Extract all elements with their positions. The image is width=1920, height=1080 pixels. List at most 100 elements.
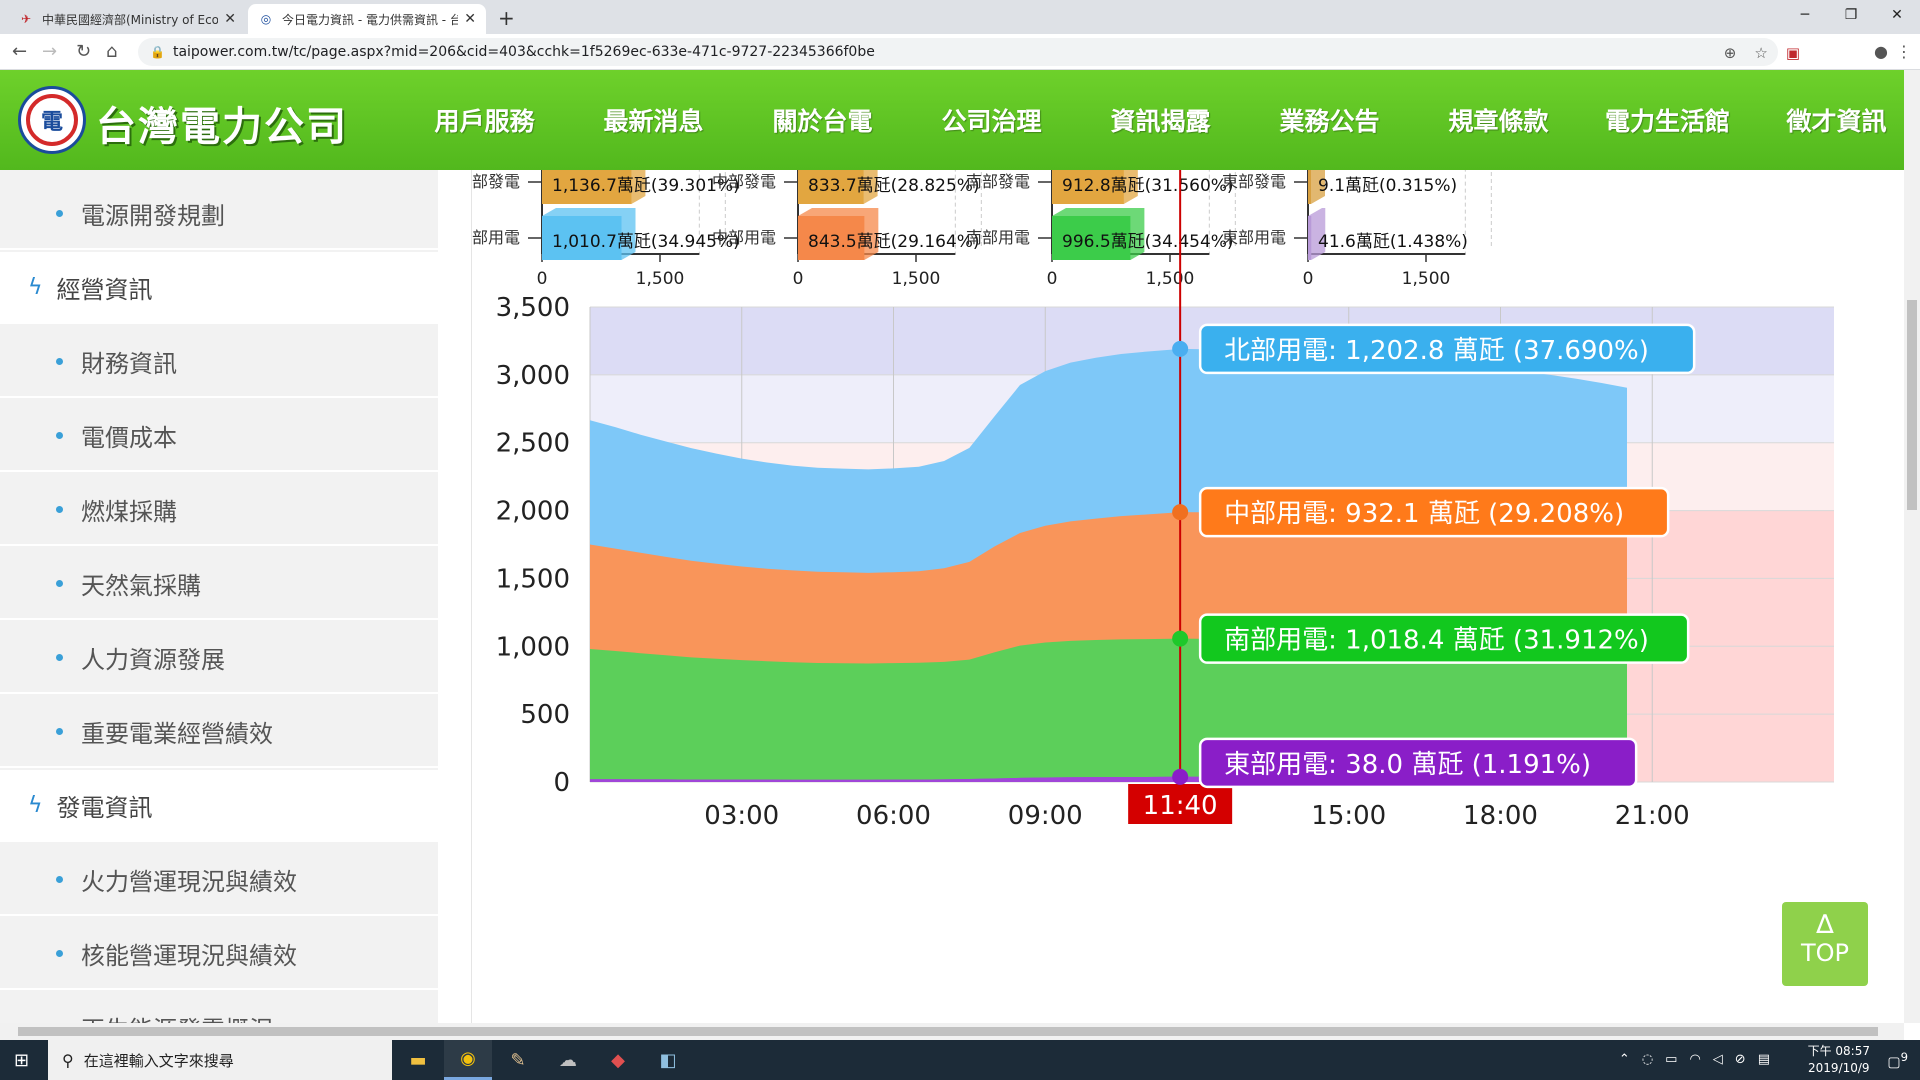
- search-icon: ⚲: [62, 1050, 74, 1070]
- sidebar-category-generation[interactable]: ϟ 發電資訊: [0, 770, 438, 842]
- app-icon[interactable]: ◧: [659, 1049, 677, 1071]
- nav-item[interactable]: 公司治理: [941, 107, 1042, 136]
- profile-avatar-icon[interactable]: ●: [1874, 42, 1888, 61]
- y-tick-label: 3,000: [496, 361, 570, 391]
- sidebar-item-renewable[interactable]: 再生能源發電概況: [0, 992, 438, 1023]
- browser-tab-bar: ✈ 中華民國經濟部(Ministry of Econ ✕ ◎ 今日電力資訊 - …: [0, 0, 1920, 34]
- bar-tick-label: 0: [1047, 269, 1058, 289]
- app-icon[interactable]: ✎: [510, 1049, 526, 1071]
- volume-icon[interactable]: ◁: [1712, 1052, 1723, 1067]
- windows-start-icon[interactable]: ⊞: [14, 1050, 30, 1071]
- url-input[interactable]: 🔒 taipower.com.tw/tc/page.aspx?mid=206&c…: [138, 38, 1778, 66]
- sidebar-item-nuclear[interactable]: 核能營運現況與績效: [0, 918, 438, 990]
- logo-mark: 電: [26, 94, 78, 146]
- north-tooltip-label: 北部用電: 1,202.8 萬瓩 (37.690%): [1224, 336, 1649, 366]
- vertical-scrollbar[interactable]: [1904, 70, 1920, 1023]
- app-icon[interactable]: ☁: [559, 1049, 577, 1071]
- battery-icon[interactable]: ▭: [1665, 1052, 1678, 1067]
- chevron-up-icon[interactable]: ⌃: [1618, 1052, 1630, 1067]
- sidebar-item-finance[interactable]: 財務資訊: [0, 326, 438, 398]
- bar-category-label: 東部發電: [1222, 172, 1286, 191]
- file-explorer-icon[interactable]: ▬: [409, 1049, 427, 1071]
- bullet-icon: [56, 579, 63, 587]
- up-arrow-icon: ∆: [1816, 910, 1834, 940]
- zoom-icon[interactable]: ⊕: [1723, 44, 1737, 62]
- sidebar-item-coal[interactable]: 燃煤採購: [0, 474, 438, 546]
- nav-item[interactable]: 最新消息: [603, 107, 704, 136]
- extension-icon[interactable]: ▣: [1785, 44, 1800, 62]
- back-to-top-button[interactable]: ∆ TOP: [1782, 902, 1868, 986]
- close-tab-icon[interactable]: ✕: [224, 11, 236, 27]
- back-arrow-icon[interactable]: ←: [12, 41, 28, 62]
- new-tab-button[interactable]: +: [498, 6, 515, 30]
- sidebar-item-label: 電價成本: [81, 423, 177, 452]
- sidebar-item-power-development[interactable]: 電源開發規劃: [0, 178, 438, 250]
- nav-item[interactable]: 用戶服務: [434, 107, 535, 136]
- bar-value-label: 843.5萬瓩(29.164%): [808, 232, 980, 252]
- main-nav: 用戶服務 最新消息 關於台電 公司治理 資訊揭露 業務公告 規章條款 電力生活館…: [400, 70, 1920, 170]
- bar-tick-label: 0: [537, 269, 548, 289]
- scroll-thumb[interactable]: [18, 1027, 1878, 1036]
- keyboard-icon[interactable]: ▤: [1757, 1052, 1770, 1067]
- bar-tick-label: 1,500: [1146, 269, 1195, 289]
- restore-button[interactable]: ❐: [1844, 7, 1858, 23]
- nav-item-active[interactable]: 資訊揭露: [1110, 107, 1211, 136]
- bar-3d-face: [1308, 170, 1325, 204]
- close-window-button[interactable]: ✕: [1891, 7, 1903, 23]
- chrome-icon[interactable]: ◉: [444, 1040, 492, 1080]
- forward-arrow-icon[interactable]: →: [42, 41, 58, 62]
- system-tray: ⌃ ◌ ▭ ◠ ◁ ⊘ ▤: [1619, 1052, 1770, 1067]
- bar-central-1: [798, 216, 865, 260]
- menu-kebab-icon[interactable]: ⋮: [1896, 42, 1912, 61]
- taskbar-clock[interactable]: 下午 08:57 2019/10/9: [1808, 1043, 1870, 1077]
- nav-item[interactable]: 徵才資訊: [1786, 107, 1887, 136]
- sidebar-item-natural-gas[interactable]: 天然氣採購: [0, 548, 438, 620]
- bar-value-label: 1,010.7萬瓩(34.945%): [552, 232, 740, 252]
- sidebar-item-thermal[interactable]: 火力營運現況與績效: [0, 844, 438, 916]
- sidebar-category-operations[interactable]: ϟ 經營資訊: [0, 252, 438, 324]
- taskbar-search-input[interactable]: ⚲ 在這裡輸入文字來搜尋: [48, 1040, 392, 1080]
- bar-category-label: 南部用電: [966, 228, 1030, 247]
- sidebar-item-hr[interactable]: 人力資源發展: [0, 622, 438, 694]
- bullet-icon: [56, 727, 63, 735]
- logo-text[interactable]: 台灣電力公司: [96, 103, 348, 150]
- notification-center-icon[interactable]: ▢9: [1887, 1050, 1908, 1071]
- current-time-badge: [1128, 784, 1233, 824]
- horizontal-scrollbar[interactable]: [0, 1023, 1904, 1040]
- reload-icon[interactable]: ↻: [76, 41, 92, 62]
- x-tick-label: 15:00: [1311, 801, 1386, 831]
- close-tab-icon[interactable]: ✕: [464, 11, 476, 27]
- y-tick-label: 1,000: [496, 632, 570, 662]
- y-tick-label: 2,000: [496, 497, 570, 527]
- x-tick-label: 06:00: [856, 801, 931, 831]
- sidebar-item-label: 發電資訊: [56, 793, 153, 822]
- app-icon[interactable]: ◆: [611, 1049, 625, 1071]
- wifi-icon[interactable]: ◠: [1689, 1052, 1701, 1067]
- nav-item[interactable]: 業務公告: [1279, 107, 1380, 136]
- scroll-thumb[interactable]: [1907, 300, 1917, 510]
- home-icon[interactable]: ⌂: [106, 41, 118, 62]
- notification-count: 9: [1900, 1050, 1908, 1064]
- sidebar-item-performance[interactable]: 重要電業經營績效: [0, 696, 438, 768]
- bullet-icon: [56, 949, 63, 957]
- bar-tick-label: 1,500: [892, 269, 941, 289]
- bookmark-star-icon[interactable]: ☆: [1754, 44, 1768, 62]
- sidebar-item-label: 核能營運現況與績效: [81, 941, 297, 970]
- sidebar-item-label: 燃煤採購: [81, 497, 177, 526]
- taipower-logo-icon[interactable]: 電: [18, 86, 86, 154]
- tab-taipower[interactable]: ◎ 今日電力資訊 - 電力供需資訊 - 台 ✕: [248, 4, 486, 34]
- url-text: taipower.com.tw/tc/page.aspx?mid=206&cid…: [172, 44, 875, 60]
- bar-south-0: [1052, 170, 1124, 204]
- network-icon[interactable]: ◌: [1641, 1052, 1654, 1067]
- minimize-button[interactable]: ─: [1800, 7, 1810, 23]
- omnibox-actions: ⊕ ☆ ▣: [1724, 44, 1800, 62]
- sidebar-item-tariff-cost[interactable]: 電價成本: [0, 400, 438, 472]
- bar-tick-label: 1,500: [1402, 269, 1451, 289]
- nav-item[interactable]: 電力生活館: [1604, 107, 1730, 136]
- nav-item[interactable]: 規章條款: [1448, 107, 1549, 136]
- bullet-icon: [56, 875, 63, 883]
- language-icon[interactable]: ⊘: [1734, 1052, 1746, 1067]
- nav-item[interactable]: 關於台電: [772, 107, 873, 136]
- central-marker: [1172, 504, 1189, 521]
- tab-ministry[interactable]: ✈ 中華民國經濟部(Ministry of Econ ✕: [8, 4, 246, 34]
